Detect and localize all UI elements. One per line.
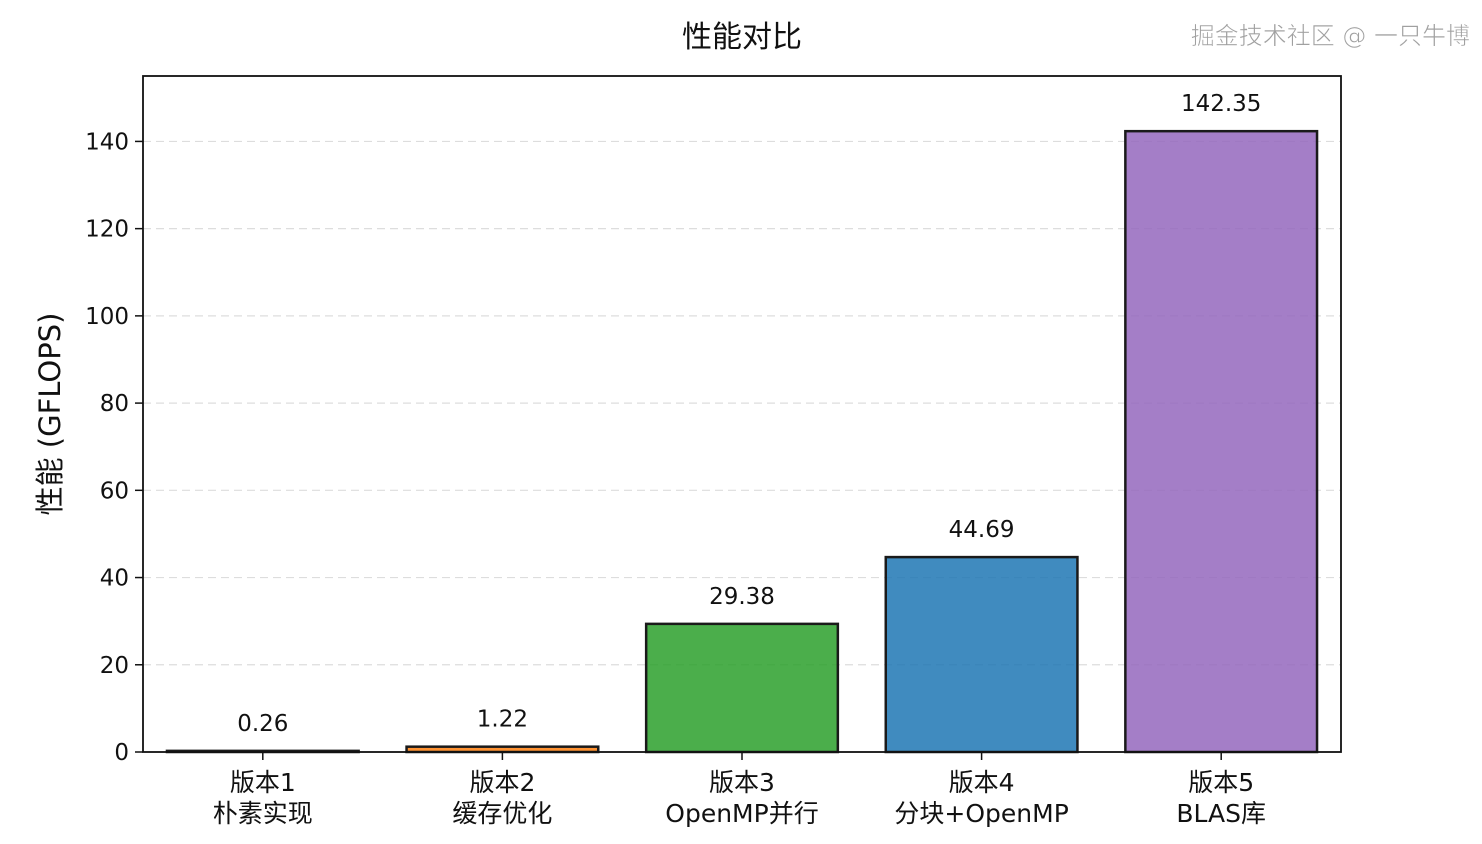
y-tick-label: 20: [100, 653, 129, 679]
bar: [1124, 129, 1319, 754]
y-tick-label: 100: [85, 304, 129, 330]
y-tick-label: 120: [85, 217, 129, 243]
y-tick-label: 80: [100, 391, 129, 417]
y-axis: 0 20 40 60 80 100 120 140: [85, 129, 143, 766]
x-tick-label: 版本4 分块+OpenMP: [894, 768, 1068, 828]
data-label: 29.38: [709, 584, 775, 610]
bars: 0.26 1.22 29.38 44.69 142.35: [165, 91, 1319, 754]
y-tick-label: 0: [114, 740, 129, 766]
data-label: 44.69: [949, 517, 1015, 543]
y-tick-label: 40: [100, 566, 129, 592]
x-tick-label: 版本3 OpenMP并行: [665, 768, 818, 828]
data-label: 0.26: [237, 711, 288, 737]
x-tick-label: 版本2 缓存优化: [452, 768, 552, 828]
data-label: 142.35: [1181, 91, 1261, 117]
data-label: 1.22: [477, 707, 528, 733]
bar: [884, 555, 1079, 754]
gridlines: [143, 140, 1341, 666]
x-tick-label: 版本1 朴素实现: [213, 768, 313, 828]
bar: [644, 622, 840, 754]
chart-title: 性能对比: [682, 20, 802, 55]
watermark: 掘金技术社区 @ 一只牛博: [1191, 22, 1470, 50]
x-tick-label: 版本5 BLAS库: [1176, 768, 1266, 828]
x-axis: 版本1 朴素实现 版本2 缓存优化 版本3 OpenMP并行 版本4 分块+OpenMP 版本5…: [213, 752, 1266, 828]
y-tick-label: 140: [85, 129, 129, 155]
y-axis-label: 性能 (GFLOPS): [33, 313, 67, 516]
y-tick-label: 60: [100, 478, 129, 504]
